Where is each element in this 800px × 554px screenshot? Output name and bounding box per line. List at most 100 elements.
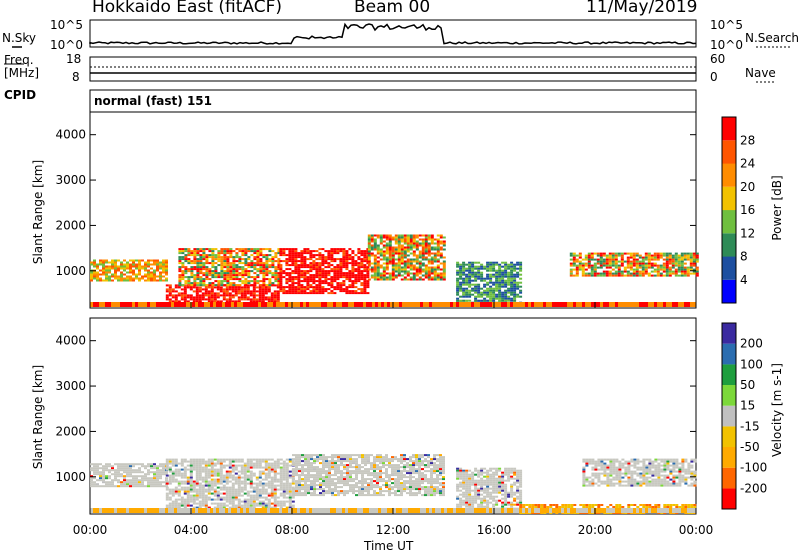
- power-cell: [165, 265, 168, 268]
- velocity-cell: [442, 492, 445, 495]
- velocity-cell: [237, 498, 241, 501]
- velocity-cell: [132, 469, 135, 472]
- velocity-cell: [295, 456, 298, 459]
- power-cell: [259, 272, 263, 275]
- power-cell: [650, 274, 654, 277]
- velocity-cell: [189, 500, 193, 503]
- power-cell: [391, 264, 395, 267]
- velocity-cell: [132, 485, 135, 488]
- power-cell: [219, 294, 223, 297]
- power-cell: [255, 300, 259, 303]
- power-cell: [321, 288, 325, 291]
- velocity-cell: [388, 478, 391, 481]
- power-cell: [93, 261, 96, 264]
- power-cell: [680, 254, 684, 257]
- velocity-cell: [331, 478, 334, 481]
- power-cell: [321, 264, 325, 267]
- power-cell: [373, 256, 377, 259]
- velocity-cell: [409, 482, 412, 485]
- power-cell: [300, 264, 304, 267]
- power-near-range-cell: [243, 302, 246, 307]
- power-cell: [468, 269, 472, 272]
- power-cell: [668, 252, 672, 255]
- power-cell: [129, 279, 132, 282]
- power-cell: [489, 275, 493, 278]
- power-cell: [409, 252, 413, 255]
- velocity-cell: [430, 482, 433, 485]
- velocity-cell: [186, 464, 190, 467]
- velocity-cell: [189, 476, 193, 479]
- power-cell: [282, 270, 286, 273]
- power-cell: [366, 276, 370, 279]
- power-cell: [181, 250, 185, 253]
- power-cell: [412, 264, 416, 267]
- power-cell: [318, 258, 322, 261]
- power-cell: [519, 263, 523, 266]
- power-cell: [351, 258, 355, 261]
- velocity-cell: [421, 456, 424, 459]
- power-cell: [373, 262, 377, 265]
- power-near-range-cell: [546, 302, 549, 307]
- velocity-cell: [367, 478, 370, 481]
- power-colorbar-swatch: [722, 117, 736, 141]
- velocity-cell: [114, 477, 117, 480]
- power-cell: [214, 266, 218, 269]
- velocity-cell: [406, 466, 409, 469]
- power-cell: [421, 238, 425, 241]
- power-cell: [168, 300, 172, 303]
- power-cell: [351, 276, 355, 279]
- power-cell: [406, 240, 410, 243]
- power-cell: [459, 265, 463, 268]
- velocity-cell: [373, 460, 376, 463]
- power-cell: [572, 264, 576, 267]
- velocity-cell: [186, 494, 190, 497]
- velocity-cell: [436, 486, 439, 489]
- power-near-range-cell: [255, 302, 258, 307]
- power-cell: [202, 250, 206, 253]
- power-near-range-cell: [585, 302, 588, 307]
- power-cell: [324, 272, 328, 275]
- power-near-range-cell: [627, 302, 630, 307]
- power-near-range-cell: [297, 302, 300, 307]
- power-cell: [373, 244, 377, 247]
- velocity-cell: [189, 458, 193, 461]
- power-cell: [174, 290, 178, 293]
- power-cell: [635, 266, 639, 269]
- power-cell: [596, 252, 600, 255]
- velocity-cell: [418, 472, 421, 475]
- velocity-cell: [114, 475, 117, 478]
- power-near-range-cell: [612, 302, 615, 307]
- power-cell: [483, 299, 487, 302]
- power-cell: [480, 277, 484, 280]
- power-near-range-cell: [525, 302, 528, 307]
- velocity-cell: [331, 494, 334, 497]
- power-cell: [256, 254, 260, 257]
- power-cell: [510, 267, 514, 270]
- velocity-cell: [201, 502, 205, 505]
- velocity-cell: [144, 477, 147, 480]
- power-cell: [638, 270, 642, 273]
- velocity-cell: [198, 468, 202, 471]
- velocity-cell: [439, 464, 442, 467]
- power-cell: [388, 246, 392, 249]
- power-cell: [409, 258, 413, 261]
- velocity-cell: [159, 477, 162, 480]
- power-cell: [274, 278, 278, 281]
- power-cell: [262, 270, 266, 273]
- velocity-cell: [111, 469, 114, 472]
- velocity-cell: [343, 494, 346, 497]
- velocity-cell: [361, 478, 364, 481]
- power-cell: [480, 279, 484, 282]
- velocity-cell: [228, 486, 232, 489]
- velocity-cell: [216, 502, 220, 505]
- power-near-range-cell: [582, 302, 585, 307]
- power-cell: [270, 292, 274, 295]
- power-cell: [587, 256, 591, 259]
- power-cell: [247, 258, 251, 261]
- noise-trace: [89, 22, 697, 45]
- power-cell: [171, 288, 175, 291]
- velocity-cell: [246, 466, 250, 469]
- power-cell: [237, 296, 241, 299]
- velocity-cell: [301, 472, 304, 475]
- power-cell: [418, 234, 422, 237]
